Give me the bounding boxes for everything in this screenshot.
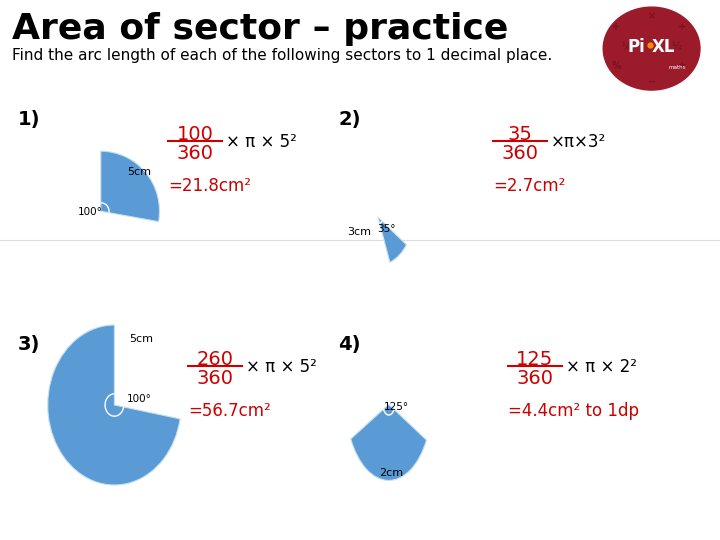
Text: 260: 260 bbox=[197, 350, 233, 369]
Text: 125: 125 bbox=[516, 350, 554, 369]
Text: 100°: 100° bbox=[78, 207, 103, 218]
Text: 5cm: 5cm bbox=[129, 334, 153, 345]
Text: 35: 35 bbox=[508, 125, 532, 144]
Text: × π × 5²: × π × 5² bbox=[246, 358, 317, 376]
Text: 2): 2) bbox=[338, 110, 361, 129]
Text: %: % bbox=[611, 61, 621, 71]
Text: 125°: 125° bbox=[384, 402, 409, 411]
Text: 360: 360 bbox=[516, 369, 554, 388]
Text: 35°: 35° bbox=[377, 224, 396, 234]
Text: 5cm: 5cm bbox=[127, 167, 151, 177]
Text: ±: ± bbox=[678, 61, 686, 71]
Wedge shape bbox=[351, 404, 426, 481]
Text: 2cm: 2cm bbox=[379, 468, 403, 478]
Wedge shape bbox=[378, 217, 406, 262]
Text: 100: 100 bbox=[176, 125, 213, 144]
Text: =21.8cm²: =21.8cm² bbox=[168, 177, 251, 195]
Text: ½: ½ bbox=[672, 42, 682, 52]
Text: Pi: Pi bbox=[628, 38, 645, 56]
Text: 360: 360 bbox=[502, 144, 539, 163]
Text: =4.4cm² to 1dp: =4.4cm² to 1dp bbox=[508, 402, 639, 420]
Text: Find the arc length of each of the following sectors to 1 decimal place.: Find the arc length of each of the follo… bbox=[12, 48, 552, 63]
Text: =56.7cm²: =56.7cm² bbox=[188, 402, 271, 420]
Text: 3): 3) bbox=[18, 335, 40, 354]
Text: ×: × bbox=[647, 11, 656, 21]
Text: maths: maths bbox=[668, 65, 685, 70]
Text: −: − bbox=[647, 77, 656, 86]
Wedge shape bbox=[48, 325, 180, 485]
Text: ÷: ÷ bbox=[678, 22, 686, 32]
Text: × π × 2²: × π × 2² bbox=[566, 358, 637, 376]
Circle shape bbox=[603, 7, 700, 90]
Text: ×π×3²: ×π×3² bbox=[551, 133, 606, 151]
Wedge shape bbox=[101, 151, 159, 221]
Text: Area of sector – practice: Area of sector – practice bbox=[12, 12, 508, 46]
Text: 100°: 100° bbox=[127, 394, 151, 403]
Text: ¼: ¼ bbox=[621, 42, 631, 52]
Text: 4): 4) bbox=[338, 335, 361, 354]
Text: +: + bbox=[612, 22, 621, 32]
Text: × π × 5²: × π × 5² bbox=[226, 133, 297, 151]
Text: 360: 360 bbox=[197, 369, 233, 388]
Text: XL: XL bbox=[652, 38, 675, 56]
Text: 3cm: 3cm bbox=[347, 227, 371, 237]
Text: 360: 360 bbox=[176, 144, 214, 163]
Text: =2.7cm²: =2.7cm² bbox=[493, 177, 565, 195]
Text: 1): 1) bbox=[18, 110, 40, 129]
